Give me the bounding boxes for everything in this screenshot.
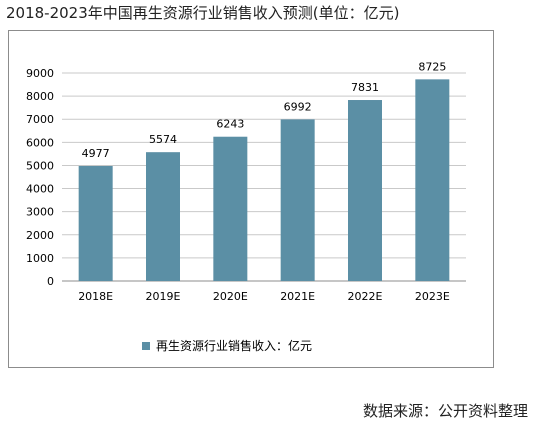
data-label: 6992 xyxy=(284,100,312,113)
y-tick-label: 1000 xyxy=(26,252,54,265)
x-tick-label: 2021E xyxy=(280,290,315,303)
data-label: 7831 xyxy=(351,81,379,94)
data-label: 4977 xyxy=(82,147,110,160)
y-tick-label: 3000 xyxy=(26,206,54,219)
y-tick-label: 2000 xyxy=(26,229,54,242)
data-label: 5574 xyxy=(149,133,177,146)
y-tick-label: 8000 xyxy=(26,90,54,103)
y-tick-label: 5000 xyxy=(26,159,54,172)
legend-label: 再生资源行业销售收入：亿元 xyxy=(156,338,312,353)
y-tick-label: 4000 xyxy=(26,183,54,196)
y-tick-label: 9000 xyxy=(26,67,54,80)
y-tick-label: 0 xyxy=(47,275,54,288)
data-label: 8725 xyxy=(418,60,446,73)
legend-swatch xyxy=(142,342,150,350)
source-note: 数据来源：公开资料整理 xyxy=(362,402,528,420)
x-tick-label: 2023E xyxy=(415,290,450,303)
bar xyxy=(146,152,180,281)
bar xyxy=(280,119,315,282)
bar xyxy=(213,136,248,281)
y-tick-label: 7000 xyxy=(26,113,54,126)
chart-title: 2018-2023年中国再生资源行业销售收入预测(单位：亿元) xyxy=(6,4,400,22)
x-tick-label: 2019E xyxy=(146,290,181,303)
bar xyxy=(78,165,113,281)
x-tick-label: 2020E xyxy=(213,290,248,303)
x-tick-label: 2022E xyxy=(348,290,383,303)
bar xyxy=(348,100,382,281)
data-label: 6243 xyxy=(216,118,244,131)
x-tick-label: 2018E xyxy=(78,290,113,303)
y-tick-label: 6000 xyxy=(26,136,54,149)
bar xyxy=(415,79,450,281)
